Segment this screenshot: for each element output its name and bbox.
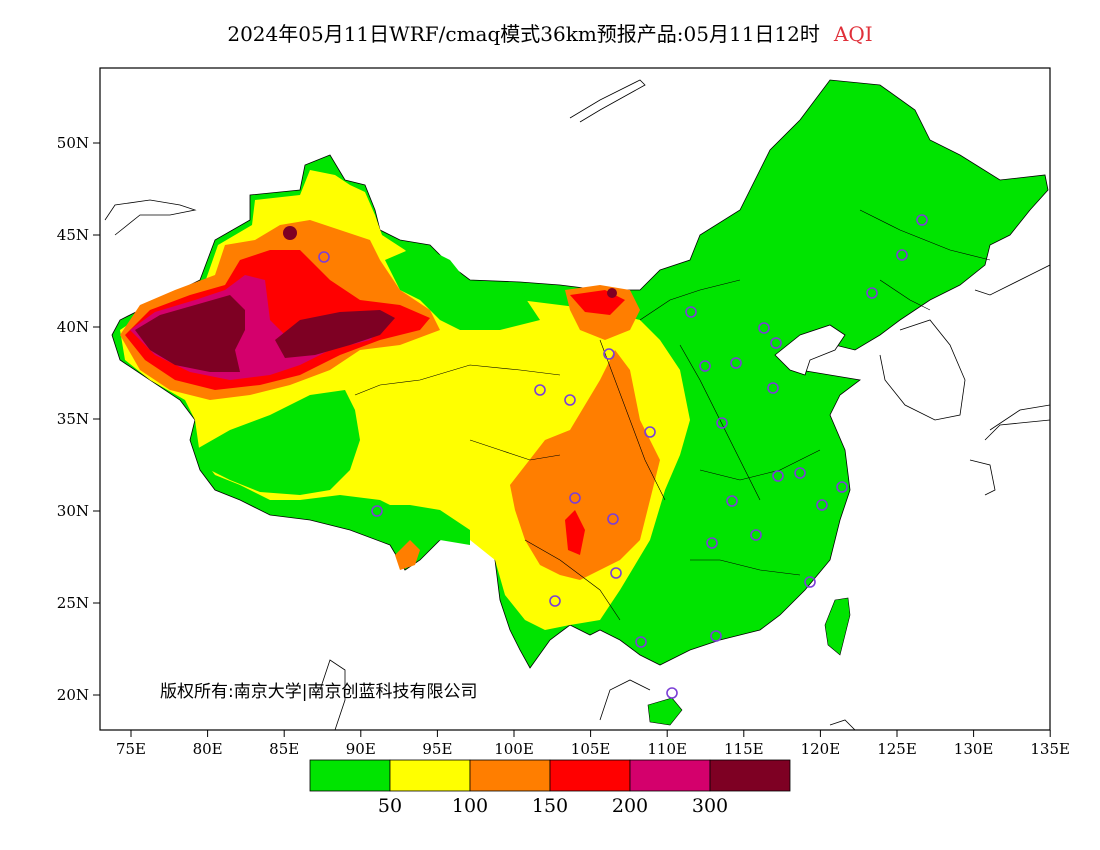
- title-variable: AQI: [833, 22, 873, 46]
- lat-tick-label: 30N: [57, 502, 89, 520]
- station-ring: [730, 357, 742, 369]
- station-ring: [706, 537, 718, 549]
- station-ring: [534, 384, 546, 396]
- lon-tick-label: 75E: [116, 740, 146, 758]
- station-ring: [726, 495, 738, 507]
- map-panel: 版权所有:南京大学|南京创蓝科技有限公司: [100, 68, 1050, 730]
- station-ring: [603, 348, 615, 360]
- station-ring: [549, 595, 561, 607]
- legend-label: 300: [692, 795, 728, 817]
- station-ring: [685, 306, 697, 318]
- lon-tick-label: 95E: [422, 740, 452, 758]
- legend-label: 100: [452, 795, 488, 817]
- aqi-legend: 50 100 150 200 300: [309, 759, 791, 817]
- station-ring: [804, 576, 816, 588]
- station-ring: [644, 426, 656, 438]
- legend-label: 50: [378, 795, 402, 817]
- station-ring: [750, 529, 762, 541]
- legend-swatch: [709, 759, 791, 792]
- lon-tick-label: 110E: [647, 740, 687, 758]
- station-ring: [371, 505, 383, 517]
- station-ring: [318, 251, 330, 263]
- aqi-zone-maroon-north: [283, 226, 297, 240]
- lat-tick-label: 25N: [57, 594, 89, 612]
- aqi-zone-green-south: [330, 505, 470, 555]
- station-ring: [836, 481, 848, 493]
- station-ring: [816, 499, 828, 511]
- station-ring: [772, 470, 784, 482]
- station-ring: [770, 337, 782, 349]
- lon-tick-label: 135E: [1030, 740, 1070, 758]
- lon-tick-label: 100E: [494, 740, 534, 758]
- station-markers: [318, 214, 928, 699]
- legend-swatch: [549, 759, 631, 792]
- station-ring: [610, 567, 622, 579]
- legend-label: 200: [612, 795, 648, 817]
- latitude-axis: 20N 25N 30N 35N 40N 45N 50N: [57, 134, 100, 704]
- lon-tick-label: 80E: [193, 740, 223, 758]
- station-ring: [699, 360, 711, 372]
- longitude-axis: 75E 80E 85E 90E 95E 100E 105E 110E 115E 120E 125E 1…: [116, 730, 1070, 758]
- province-boundaries: [354, 209, 991, 621]
- aqi-zone-maroon-innermongolia: [607, 288, 617, 298]
- station-ring: [758, 322, 770, 334]
- map-title: 2024年05月11日WRF/cmaq模式36km预报产品:05月11日12时 A…: [0, 18, 1100, 47]
- bohai-sea: [774, 324, 846, 376]
- taiwan: [824, 597, 851, 656]
- lon-tick-label: 85E: [269, 740, 299, 758]
- legend-label: 150: [532, 795, 568, 817]
- station-ring: [916, 214, 928, 226]
- aqi-zone-green-west: [195, 390, 360, 495]
- lon-tick-label: 105E: [571, 740, 611, 758]
- station-ring: [794, 467, 806, 479]
- station-ring: [716, 417, 728, 429]
- lon-tick-label: 115E: [724, 740, 764, 758]
- station-ring: [866, 287, 878, 299]
- aqi-zone-green-north: [385, 245, 540, 330]
- lat-tick-label: 35N: [57, 410, 89, 428]
- aqi-zone-maroon-west: [135, 295, 245, 372]
- station-ring: [666, 687, 678, 699]
- station-ring: [635, 636, 647, 648]
- neighbour-coastlines: [104, 79, 1050, 730]
- lat-tick-label: 20N: [57, 686, 89, 704]
- station-ring: [767, 382, 779, 394]
- lon-tick-label: 125E: [877, 740, 917, 758]
- lon-tick-label: 90E: [346, 740, 376, 758]
- station-ring: [710, 630, 722, 642]
- lat-tick-label: 40N: [57, 318, 89, 336]
- hainan: [647, 697, 683, 726]
- station-ring: [896, 249, 908, 261]
- lon-tick-label: 130E: [954, 740, 994, 758]
- lat-tick-label: 45N: [57, 226, 89, 244]
- aqi-zone-maroon-taklamakan: [275, 310, 395, 358]
- station-ring: [564, 394, 576, 406]
- station-ring: [607, 513, 619, 525]
- legend-swatch: [309, 759, 391, 792]
- aqi-zone-red-sichuan: [565, 510, 585, 555]
- lon-tick-label: 120E: [801, 740, 841, 758]
- legend-swatch: [389, 759, 471, 792]
- copyright-text: 版权所有:南京大学|南京创蓝科技有限公司: [160, 682, 477, 702]
- legend-swatch: [629, 759, 711, 792]
- map-frame: [99, 67, 1051, 731]
- aqi-zone-orange-tibet-south: [395, 540, 420, 570]
- lat-tick-label: 50N: [57, 134, 89, 152]
- station-ring: [569, 492, 581, 504]
- legend-swatch: [469, 759, 551, 792]
- aqi-zone-orange-sichuan: [510, 350, 660, 580]
- title-main: 2024年05月11日WRF/cmaq模式36km预报产品:05月11日12时: [227, 22, 820, 46]
